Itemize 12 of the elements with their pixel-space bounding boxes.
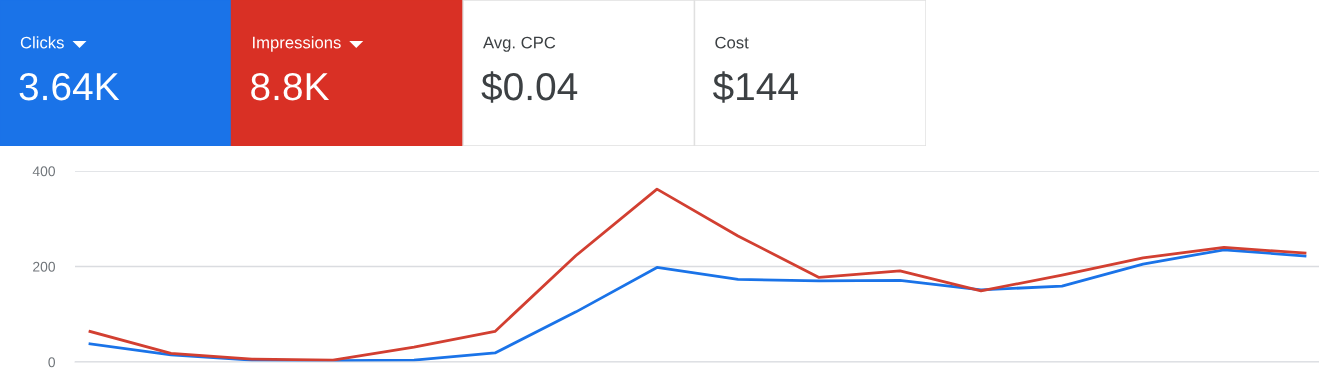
y-tick-label: 400 (32, 166, 56, 177)
text: $0.04 (481, 71, 578, 103)
line-series (88, 187, 1307, 362)
category-label: Avg. CPC (483, 36, 556, 52)
category-label: Clicks (20, 36, 64, 49)
y-tick-label: 200 (33, 261, 56, 272)
text: $144 (712, 71, 798, 103)
category-label: Impressions (253, 36, 341, 52)
y-tick-label: 0 (48, 357, 56, 368)
text: 8.8K (251, 72, 330, 101)
text: 3.64K (19, 72, 120, 101)
category-label: Cost (715, 36, 749, 49)
